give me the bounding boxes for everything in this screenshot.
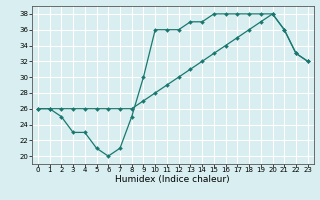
X-axis label: Humidex (Indice chaleur): Humidex (Indice chaleur) <box>116 175 230 184</box>
